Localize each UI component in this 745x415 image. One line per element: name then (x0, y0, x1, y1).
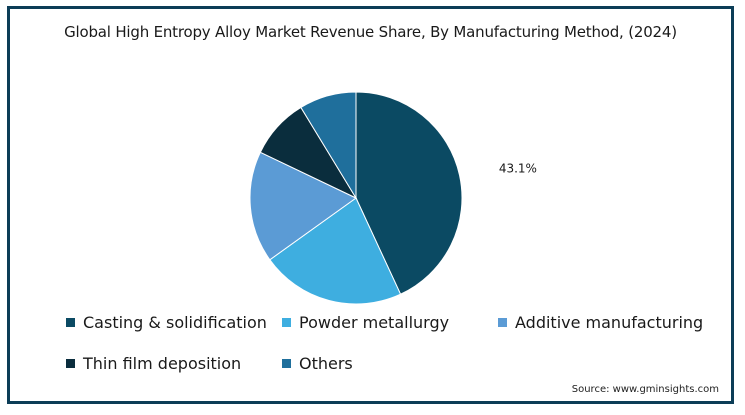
chart-title: Global High Entropy Alloy Market Revenue… (64, 23, 677, 41)
data-label-casting: 43.1% (499, 162, 537, 176)
pie-chart: 43.1% (249, 91, 537, 305)
pie-slice-powder (269, 197, 402, 305)
pie-slice-additive (249, 151, 357, 261)
pie-slice-others (300, 91, 357, 200)
source-note: Source: www.gminsights.com (571, 384, 719, 395)
pie-slice-casting (355, 91, 463, 295)
chart-frame: Global High Entropy Alloy Market Revenue… (7, 6, 734, 404)
